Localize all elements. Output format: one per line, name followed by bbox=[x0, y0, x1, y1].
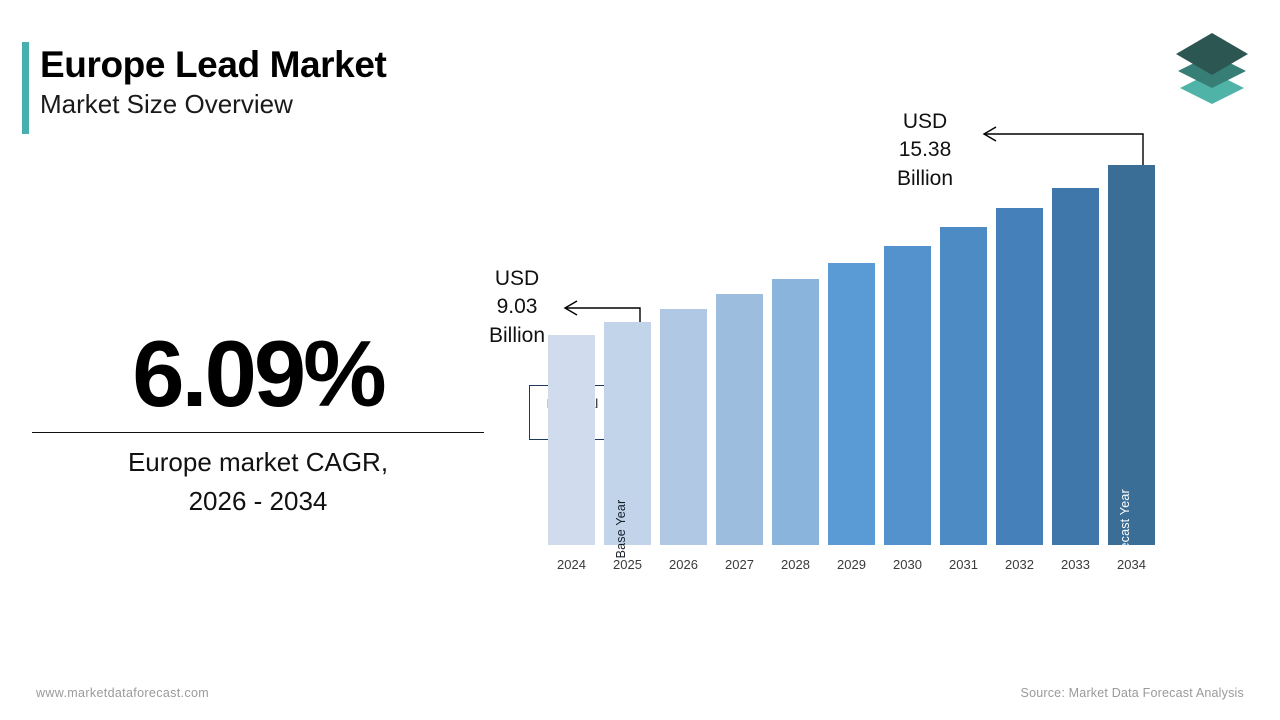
forecast-year-callout-line-1: USD bbox=[902, 110, 948, 133]
title-block: Europe Lead Market Market Size Overview bbox=[40, 44, 660, 121]
cagr-block: 6.09% Europe market CAGR, 2026 - 2034 bbox=[32, 321, 484, 521]
cagr-label-line-1: Europe market CAGR, bbox=[127, 446, 389, 477]
title-accent-bar bbox=[22, 42, 29, 134]
x-axis-label-2027: 2027 bbox=[725, 557, 754, 572]
page-subtitle: Market Size Overview bbox=[40, 89, 293, 120]
x-axis-label-2029: 2029 bbox=[837, 557, 866, 572]
footer-source: Source: Market Data Forecast Analysis bbox=[1020, 686, 1244, 700]
bar-2024 bbox=[548, 334, 595, 545]
bar-2031 bbox=[940, 227, 987, 545]
base-year-callout: USD 9.03 Billion bbox=[462, 265, 572, 350]
bar-2029 bbox=[828, 262, 875, 545]
bar-chart: 2024 Base Year 2025 2026 2027 2028 2029 2030 203… bbox=[480, 100, 1270, 660]
bar-2027 bbox=[716, 294, 763, 545]
bar-2025: Base Year bbox=[604, 322, 651, 558]
x-axis-label-2034: 2034 bbox=[1117, 557, 1146, 572]
x-axis-label-2026: 2026 bbox=[669, 557, 698, 572]
forecast-year-callout-line-2: 15.38 bbox=[898, 138, 952, 162]
cagr-divider bbox=[32, 431, 484, 433]
x-axis-label-2033: 2033 bbox=[1061, 557, 1090, 572]
cagr-label: Europe market CAGR, 2026 - 2034 bbox=[32, 443, 484, 521]
cagr-value: 6.09% bbox=[132, 321, 387, 426]
x-axis-label-2024: 2024 bbox=[557, 557, 586, 572]
bar-2034: Forecast Year bbox=[1108, 165, 1155, 569]
x-axis-label-2031: 2031 bbox=[949, 557, 978, 572]
base-year-bar-label: Base Year bbox=[613, 499, 628, 559]
page-title: Europe Lead Market bbox=[40, 44, 387, 85]
footer-website: www.marketdataforecast.com bbox=[36, 686, 210, 700]
bar-2033 bbox=[1052, 187, 1099, 545]
base-year-callout-line-1: USD bbox=[494, 267, 540, 290]
x-axis-label-2032: 2032 bbox=[1005, 557, 1034, 572]
x-axis-label-2030: 2030 bbox=[893, 557, 922, 572]
bar-2028 bbox=[772, 278, 819, 545]
cagr-label-line-2: 2026 - 2034 bbox=[188, 485, 328, 516]
forecast-year-callout: USD 15.38 Billion bbox=[869, 108, 981, 193]
x-axis-label-2025: 2025 bbox=[613, 557, 642, 572]
base-year-callout-line-3: Billion bbox=[488, 323, 546, 347]
bar-2026 bbox=[660, 308, 707, 545]
base-year-callout-line-2: 9.03 bbox=[496, 295, 538, 319]
bar-2032 bbox=[996, 208, 1043, 545]
bar-2030 bbox=[884, 245, 931, 545]
stacked-layers-icon bbox=[1166, 28, 1258, 106]
x-axis-label-2028: 2028 bbox=[781, 557, 810, 572]
forecast-year-callout-line-3: Billion bbox=[896, 166, 954, 190]
